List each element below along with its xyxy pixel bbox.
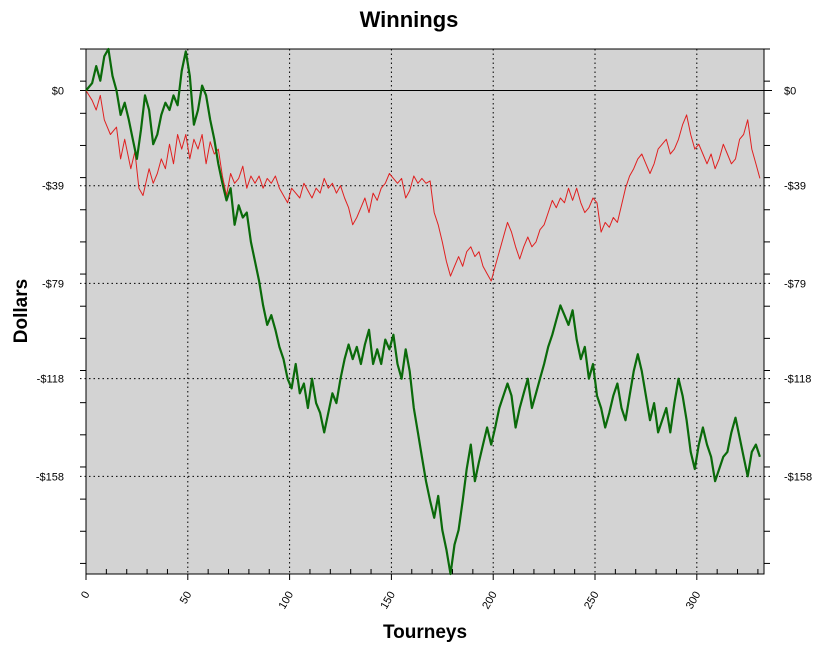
x-tick-label: 300 [684,590,704,612]
x-tick-label: 150 [378,590,398,612]
x-tick-label: 250 [582,590,602,612]
x-axis-title: Tourneys [383,622,467,643]
y-tick-label-left: -$158 [36,471,64,483]
y-tick-label-right: $0 [784,86,796,98]
minor-ticks [80,48,770,574]
x-tick-label: 0 [79,590,92,601]
x-tick-label: 200 [480,590,500,612]
series-line-1 [85,90,761,282]
y-tick-label-left: -$118 [37,374,64,386]
x-tick-label: 100 [277,590,297,612]
x-tick-label: 50 [178,590,195,607]
series-line-2 [85,47,761,576]
chart-title: Winnings [360,7,459,32]
y-tick-label-left: -$39 [42,181,64,193]
y-axis-title: Dollars [11,279,32,343]
series-layer [85,47,761,576]
y-axis-left-ticks: $0 -$39 -$79 -$118 -$158 [36,86,64,484]
y-tick-label-left: -$79 [42,278,64,290]
x-axis-ticks: 0 50 100 150 200 250 300 [79,574,703,611]
y-axis-right-ticks: $0 -$39 -$79 -$118 -$158 [784,86,812,484]
grid-lines [80,49,772,574]
y-tick-label-right: -$158 [784,471,812,483]
y-tick-label-left: $0 [52,86,64,98]
plot-area [85,48,765,575]
y-tick-label-right: -$39 [784,181,806,193]
y-tick-label-right: -$79 [784,278,806,290]
y-tick-label-right: -$118 [784,374,811,386]
